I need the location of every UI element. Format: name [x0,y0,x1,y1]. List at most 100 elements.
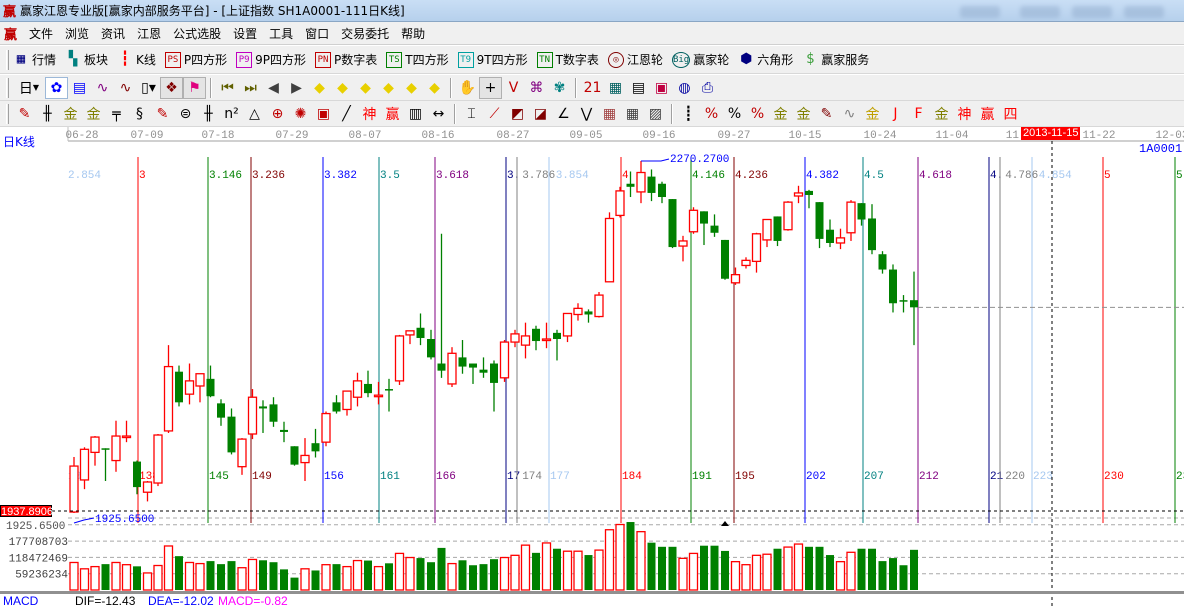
spiral-icon[interactable]: § [136,105,143,122]
percent-lines-icon[interactable]: % [750,105,765,122]
pencil-icon[interactable]: ✎ [18,105,31,122]
parallel-icon[interactable]: ╫ [204,105,213,122]
toolbar-button-candlestick[interactable]: ┇ K线 [117,51,156,68]
toolbar-button-dollar[interactable]: $ 赢家服务 [802,51,869,68]
f-fan-icon[interactable]: F [914,105,923,122]
measure-icon[interactable]: ↔ [432,105,445,122]
diamond-left-icon[interactable]: ◆ [314,79,325,96]
toolbar-grip[interactable] [6,103,9,124]
period-dropdown[interactable]: 日 ▼ [13,77,45,99]
triangle-icon[interactable]: △ [249,105,260,122]
menu-item[interactable]: 资讯 [101,26,126,41]
gold-fan-icon[interactable]: 金 [934,106,949,123]
percent-icon[interactable]: % [727,105,742,122]
toolbar-button-sector-blocks[interactable]: ▚ 板块 [65,51,108,68]
circle-grid-icon[interactable]: ⊜ [179,105,192,122]
marker-icon[interactable]: ✎ [156,105,169,122]
diamond-shrink-icon[interactable]: ◆ [383,79,394,96]
diamond-vertical-icon[interactable]: ◆ [429,79,440,96]
box-icon[interactable]: ⌶ [467,105,476,122]
purple-tool-icon[interactable]: ⌘ [529,79,544,96]
wave-3-icon[interactable]: ∿ [96,79,109,96]
menu-logo-icon[interactable]: 赢 [4,27,18,43]
grid-lines-icon[interactable]: ╫ [43,105,52,122]
percent-fan-icon[interactable]: % [704,105,719,122]
pattern-icon[interactable]: ❖ [160,76,183,99]
win-icon[interactable]: 赢 [385,106,400,123]
green-tool-icon[interactable]: ✾ [553,79,566,96]
hatch-icon[interactable]: ▨ [648,105,663,122]
toolbar-grip[interactable] [6,49,9,70]
crosshair-icon[interactable]: + [479,76,502,99]
menu-item[interactable]: 江恩 [137,26,162,41]
menu-item[interactable]: 公式选股 [173,26,222,41]
gold-red-icon[interactable]: 金 [865,106,880,123]
square-web-icon[interactable]: ▣ [316,105,331,122]
toolbar-button-hexagon[interactable]: ⬢ 六角形 [738,51,793,68]
titlebar-button[interactable] [1020,6,1060,18]
candle-pen-icon[interactable]: ✎ [820,105,833,122]
last-icon[interactable]: ⏭ [244,79,257,96]
j-fan-icon[interactable]: J [893,105,898,122]
radial-icon[interactable]: ✺ [294,105,307,122]
diamond-expand-icon[interactable]: ◆ [406,79,417,96]
menu-item[interactable]: 文件 [29,26,54,41]
toolbar-button-p9[interactable]: P9 9P四方形 [236,51,306,68]
calculator-icon[interactable]: ▦ [608,79,623,96]
next-icon[interactable]: ▶ [291,79,302,96]
menu-item[interactable]: 工具 [269,26,294,41]
menu-item[interactable]: 帮助 [401,26,426,41]
v-angle-icon[interactable]: ⋁ [580,105,593,122]
printer-icon[interactable]: ⎙ [701,79,714,96]
scale-icon[interactable]: ┋ [684,105,693,122]
candle-type-icon[interactable]: ▯▾ [141,79,156,96]
toolbar-button-t9[interactable]: T9 9T四方形 [457,51,528,68]
gold-2-icon[interactable]: 金 [86,106,101,123]
wave-lines-icon[interactable]: ∿ [843,105,856,122]
toolbar-button-ts[interactable]: TS T四方形 [386,51,449,68]
network-icon[interactable]: ◍ [678,79,691,96]
prev-icon[interactable]: ◀ [268,79,279,96]
notes-icon[interactable]: ▤ [72,79,87,96]
grid-box-icon[interactable]: ▦ [602,105,617,122]
god-fan-icon[interactable]: 神 [957,106,972,123]
ruler-icon[interactable]: ▥ [408,105,423,122]
hand-icon[interactable]: ✋ [458,79,477,96]
n-squared-icon[interactable]: n² [224,105,239,122]
toolbar-button-quote-table[interactable]: ▦ 行情 [13,51,56,68]
win-fan-icon[interactable]: 赢 [980,106,995,123]
flag-icon[interactable]: ⚑ [183,76,206,99]
fan-red-icon[interactable]: ⟋ [489,105,500,122]
calendar-icon[interactable]: 21 [583,79,602,96]
fan-lines-icon[interactable]: ╤ [112,105,121,122]
indicator-name[interactable]: MACD [3,594,39,608]
grid-arrow-icon[interactable]: ▦ [625,105,640,122]
titlebar-button[interactable] [960,6,1000,18]
four-fan-icon[interactable]: 四 [1003,106,1018,123]
toolbar-grip[interactable] [6,77,9,98]
wave-9-icon[interactable]: ∿ [119,79,132,96]
toolbar-button-tn[interactable]: TN T数字表 [536,51,599,68]
v-line-icon[interactable]: V [508,79,519,96]
angle-icon[interactable]: ∠ [557,105,570,122]
menu-item[interactable]: 浏览 [65,26,90,41]
overlay-icon[interactable]: ✿ [45,76,68,99]
toolbar-button-ps[interactable]: PS P四方形 [164,51,227,68]
toolbar-button-gann-wheel[interactable]: ◎ 江恩轮 [607,51,663,68]
diamond-right-icon[interactable]: ◆ [337,79,348,96]
titlebar-button[interactable] [1072,6,1112,18]
angle-lines-icon[interactable]: ╱ [342,105,351,122]
first-icon[interactable]: ⏮ [221,79,234,96]
kline-chart[interactable] [0,127,1184,607]
god-icon[interactable]: 神 [362,106,377,123]
menu-item[interactable]: 设置 [233,26,258,41]
document-icon[interactable]: ▤ [631,79,646,96]
target-icon[interactable]: ⊕ [271,105,284,122]
diamond-up-down-icon[interactable]: ◆ [360,79,371,96]
toolbar-button-pn[interactable]: PN P数字表 [315,51,377,68]
toolbar-button-big-wheel[interactable]: Big 赢家轮 [671,51,729,68]
titlebar-button[interactable] [1124,6,1164,18]
gold-circle-icon[interactable]: 金 [773,106,788,123]
gold-lines-icon[interactable]: 金 [796,106,811,123]
square-diag-icon[interactable]: ◩ [510,105,525,122]
